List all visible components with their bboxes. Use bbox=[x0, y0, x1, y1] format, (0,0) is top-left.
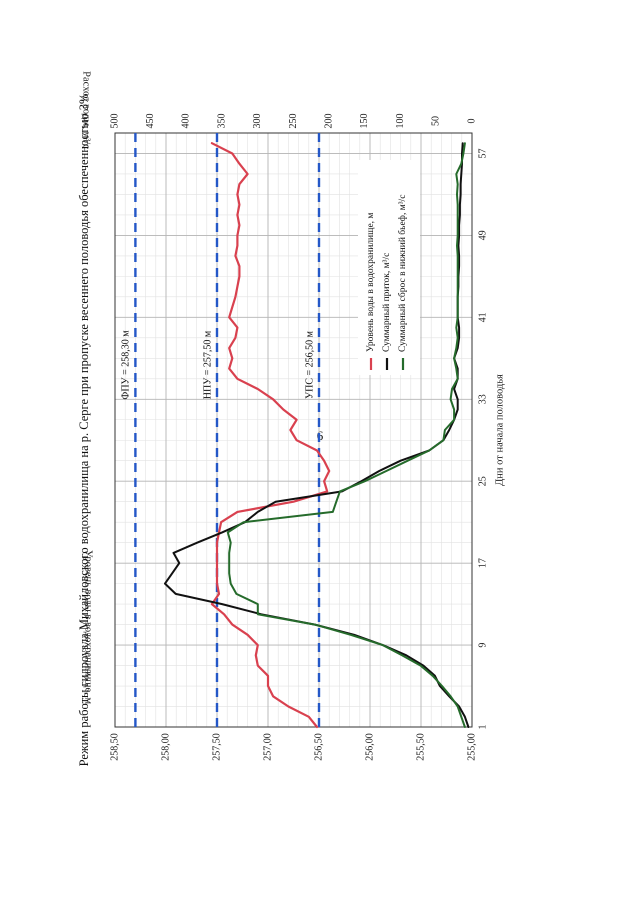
legend-label: Суммарный приток, м³/с bbox=[381, 253, 392, 352]
x-tick-label: 9 bbox=[477, 643, 488, 648]
y-tick-label: 256,00 bbox=[364, 733, 375, 761]
reference-label: ФПУ = 258,30 м bbox=[121, 330, 132, 400]
x-tick-label: 17 bbox=[477, 558, 488, 568]
x-tick-label: 33 bbox=[477, 394, 488, 404]
y2-tick-label: 200 bbox=[323, 114, 334, 129]
y2-tick-label: 50 bbox=[431, 116, 442, 126]
legend: Уровень воды в водохранилище, м Суммарный… bbox=[358, 160, 420, 375]
legend-label: Уровень воды в водохранилище, м bbox=[366, 213, 376, 352]
x-tick-label: 1 bbox=[477, 725, 488, 730]
y-tick-label: 258,00 bbox=[160, 733, 171, 761]
series-outflow-line bbox=[226, 142, 466, 728]
y2-tick-label: 500 bbox=[109, 114, 120, 129]
y2-tick-label: 0 bbox=[466, 119, 477, 124]
y2-tick-label: 350 bbox=[216, 114, 227, 129]
legend-box bbox=[358, 160, 420, 375]
y-tick-label: 258,50 bbox=[109, 733, 120, 761]
x-tick-label: 57 bbox=[477, 148, 488, 158]
y2-tick-label: 300 bbox=[252, 114, 263, 129]
x-tick-label: 41 bbox=[477, 312, 488, 322]
titles: Режим работы гидроузла Михайловского вод… bbox=[77, 71, 506, 766]
reference-label: УПС = 256,50 м bbox=[304, 330, 315, 399]
chart-title: Режим работы гидроузла Михайловского вод… bbox=[77, 94, 91, 767]
tick-labels: 1 9 17 25 33 41 49 57 255,00 255,50 256,00 256,50 25… bbox=[109, 114, 488, 761]
y2-axis-title: Расход воды, м³/с bbox=[81, 71, 92, 149]
y2-tick-label: 100 bbox=[395, 114, 406, 129]
y-tick-label: 257,00 bbox=[262, 733, 273, 761]
y2-tick-label: 400 bbox=[181, 114, 192, 129]
series-lines bbox=[164, 142, 470, 729]
y2-tick-label: 250 bbox=[288, 114, 299, 129]
legend-label: Суммарный сброс в нижний бьеф, м³/с bbox=[397, 195, 408, 352]
plot-frame bbox=[114, 132, 473, 728]
series-level-line bbox=[210, 142, 331, 729]
y-tick-label: 256,50 bbox=[313, 733, 324, 761]
x-tick-label: 25 bbox=[477, 476, 488, 486]
y-tick-label: 257,50 bbox=[211, 733, 222, 761]
x-axis-title: Дни от начала половодья bbox=[494, 374, 505, 486]
y-tick-label: 255,50 bbox=[415, 733, 426, 761]
y-axis-title: Уровень воды в водохранилище, м bbox=[83, 550, 94, 704]
reference-lines: ФПУ = 258,30 м НПУ = 257,50 м УПС = 256,50… bbox=[121, 133, 321, 727]
y2-tick-label: 150 bbox=[359, 114, 370, 129]
series-inflow-line bbox=[164, 142, 470, 728]
reference-label: НПУ = 257,50 м bbox=[202, 330, 213, 399]
y2-tick-label: 450 bbox=[145, 114, 156, 129]
y-tick-label: 255,00 bbox=[466, 733, 477, 761]
plot-border bbox=[114, 132, 473, 728]
x-tick-label: 49 bbox=[477, 230, 488, 240]
